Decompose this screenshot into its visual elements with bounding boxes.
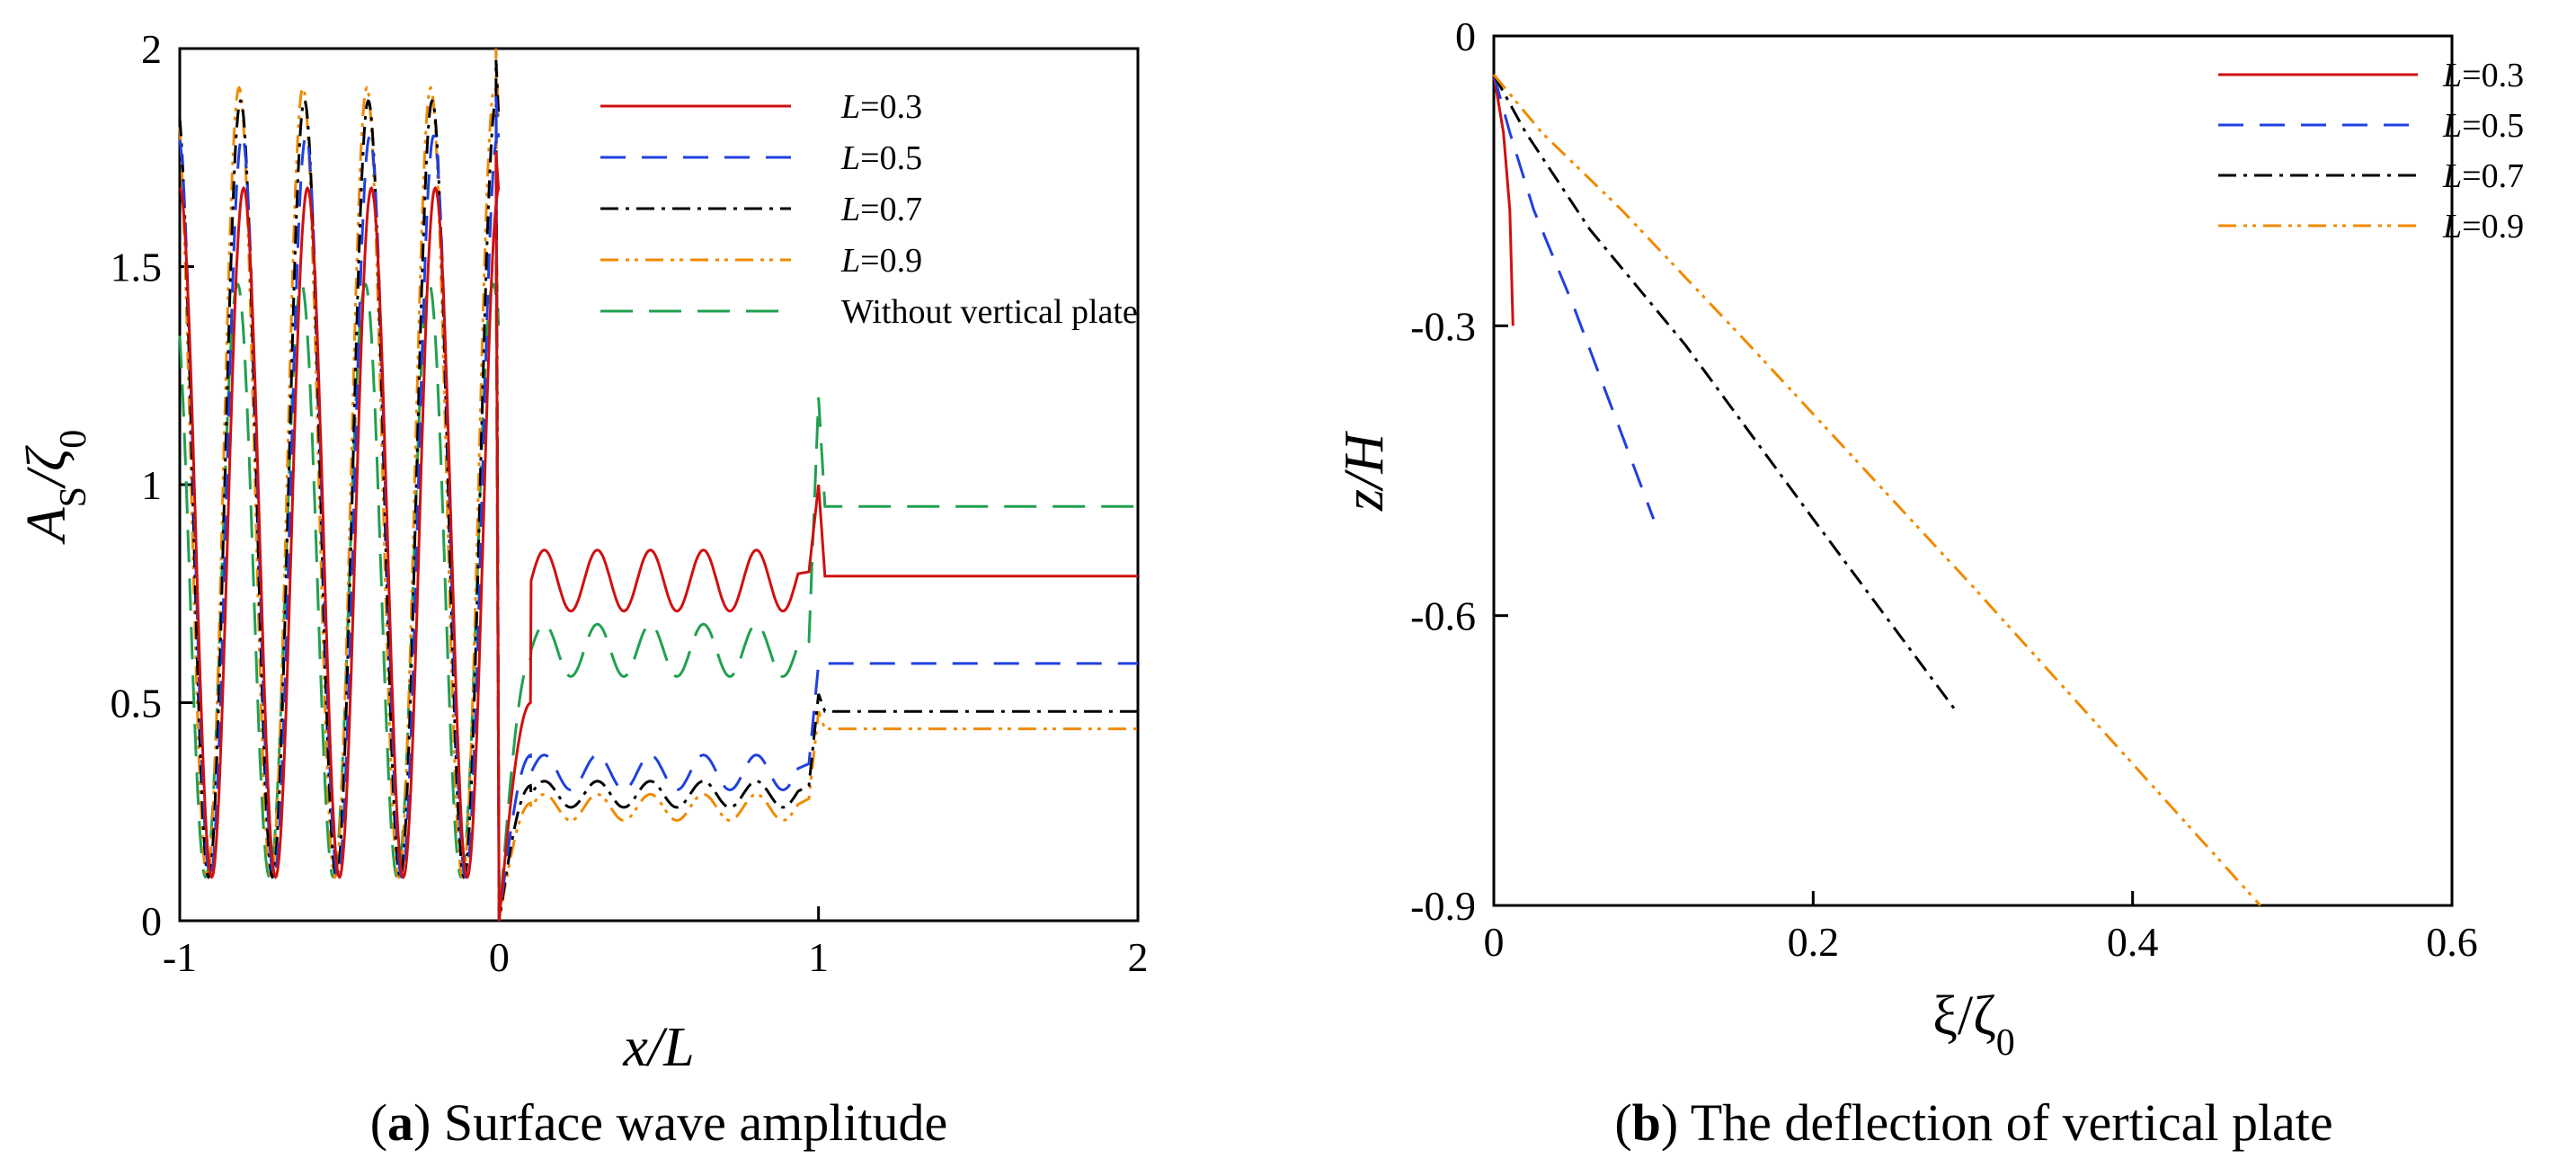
- plot-area-b: [1492, 34, 2454, 907]
- legend-b-var: L: [2442, 57, 2462, 94]
- legend-a-label: Without vertical plate: [841, 293, 1138, 331]
- caption-a-close: ): [413, 1093, 444, 1152]
- series-a-without-vertical-plate: [178, 252, 1138, 922]
- legend-a-var: L: [840, 191, 860, 228]
- legend-a-rest: Without vertical plate: [841, 293, 1138, 331]
- y-tick-label-b: -0.3: [1410, 303, 1476, 349]
- x-tick-label-a: -1: [163, 934, 197, 980]
- legend-b-var: L: [2442, 107, 2462, 145]
- x-label-b-base: ξ/ζ: [1932, 985, 1996, 1047]
- series-a-l-0-9: [178, 48, 1138, 922]
- panel-a: -1 0 1 200.511.52 L=0.3L=0.5L=0.7L=0.9Witho…: [16, 26, 1149, 1152]
- y-axis-label-a: AS/ζ0: [16, 430, 94, 546]
- series-b-l-0-7: [1492, 74, 1959, 713]
- series-b-l-0-9: [1492, 74, 2261, 907]
- legend-a-var: L: [840, 88, 860, 126]
- curves-a: [178, 48, 1138, 922]
- series-b-l-0-5: [1492, 74, 1656, 520]
- legend-b: L=0.3L=0.5L=0.7L=0.9: [2218, 57, 2524, 245]
- legend-b-var: L: [2442, 157, 2462, 195]
- x-label-b-sub: 0: [1996, 1022, 2015, 1064]
- y-tick-label-a: 1: [141, 462, 162, 508]
- caption-b-text: The deflection of vertical plate: [1691, 1093, 2333, 1152]
- caption-a-open: (: [370, 1093, 387, 1152]
- legend-b-rest: =0.7: [2462, 157, 2524, 195]
- x-axis-label-b: ξ/ζ0: [1932, 985, 2015, 1064]
- legend-b-label: L=0.3: [2442, 57, 2524, 94]
- legend-a-rest: =0.7: [860, 191, 922, 228]
- x-tick-label-a: 1: [808, 934, 829, 980]
- caption-b-open: (: [1614, 1093, 1631, 1152]
- legend-b-rest: =0.9: [2462, 208, 2524, 245]
- legend-a-rest: =0.3: [860, 88, 922, 126]
- caption-b-label: b: [1632, 1093, 1661, 1152]
- legend-b-rest: =0.5: [2462, 107, 2524, 145]
- y-tick-label-a: 0.5: [111, 681, 163, 727]
- legend-b-label: L=0.9: [2442, 208, 2524, 245]
- panel-b: 0 0.2 0.4 0.60-0.3-0.6-0.9 L=0.3L=0.5L=0.7L…: [1334, 13, 2524, 1152]
- legend-a-rest: =0.9: [860, 242, 922, 280]
- y-label-a-sub2: 0: [53, 430, 94, 449]
- curves-b: [1492, 74, 2261, 907]
- x-tick-label-b: 0: [1484, 919, 1505, 965]
- x-tick-label-b: 0.6: [2426, 919, 2478, 965]
- x-axis-label-a: x/L: [622, 1017, 694, 1078]
- x-tick-label-a: 0: [489, 934, 510, 980]
- legend-b-label: L=0.7: [2442, 157, 2524, 195]
- x-tick-label-b: 0.2: [1788, 919, 1840, 965]
- legend-a-var: L: [840, 242, 860, 280]
- axis-ticks-b: 0 0.2 0.4 0.6 0 -0.3 -0.6 -0.9: [1410, 13, 2478, 965]
- y-tick-label-b: 0: [1455, 13, 1476, 59]
- y-label-a-post: /ζ: [16, 445, 77, 489]
- series-b-l-0-3: [1492, 74, 1515, 326]
- y-tick-label-a: 1.5: [111, 245, 163, 290]
- legend-a-label: L=0.9: [840, 242, 922, 280]
- legend-b-var: L: [2442, 208, 2462, 245]
- y-axis-label-b: z/H: [1334, 431, 1395, 512]
- legend-b-label: L=0.5: [2442, 107, 2524, 145]
- caption-b: (b) The deflection of vertical plate: [1614, 1093, 2332, 1152]
- caption-b-close: ): [1661, 1093, 1691, 1152]
- caption-a: (a) Surface wave amplitude: [370, 1093, 948, 1152]
- y-tick-label-a: 2: [141, 26, 162, 72]
- y-label-a-sub: S: [53, 486, 94, 507]
- legend-a-label: L=0.5: [840, 139, 922, 177]
- legend-a-label: L=0.3: [840, 88, 922, 126]
- axis-ticks-a: -1 0 1 200.511.52: [111, 26, 1149, 980]
- x-tick-label-a: 2: [1128, 934, 1149, 980]
- plot-area-a: [178, 47, 1140, 923]
- caption-a-label: a: [387, 1093, 413, 1152]
- series-a-l-0-7: [178, 59, 1138, 922]
- y-tick-label-b: -0.6: [1410, 593, 1476, 639]
- legend-a-label: L=0.7: [840, 191, 922, 228]
- y-label-a-base: A: [16, 506, 77, 545]
- caption-a-text: Surface wave amplitude: [444, 1093, 947, 1152]
- x-tick-label-b: 0.4: [2107, 919, 2159, 965]
- y-tick-label-a: 0: [141, 898, 162, 944]
- legend-b-rest: =0.3: [2462, 57, 2524, 94]
- legend-a-rest: =0.5: [860, 139, 922, 177]
- legend-a-var: L: [840, 139, 860, 177]
- y-tick-label-b: -0.9: [1410, 883, 1476, 929]
- series-a-l-0-3: [178, 151, 1138, 922]
